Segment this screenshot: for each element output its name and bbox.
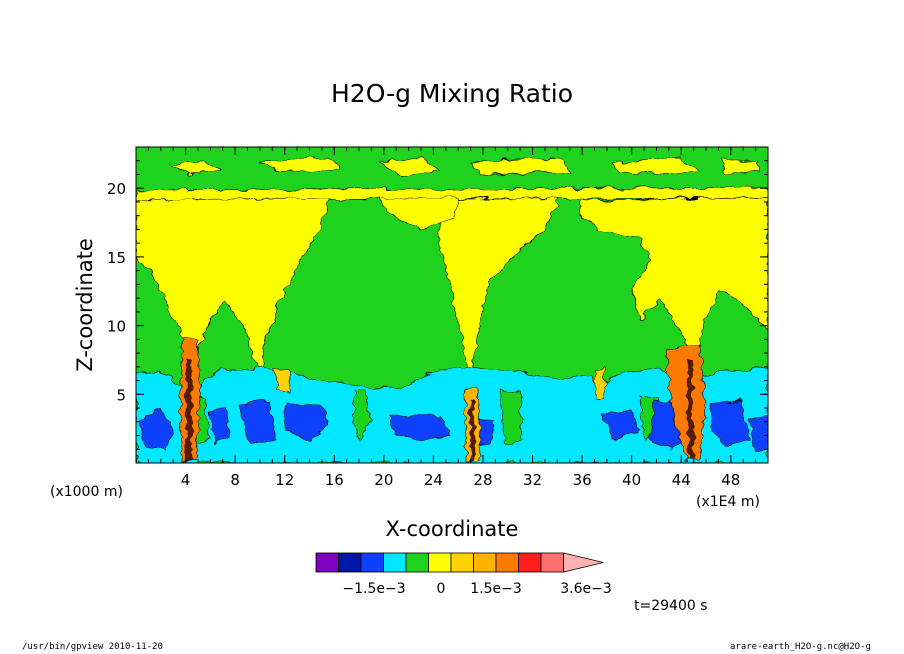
plot-frame <box>135 146 769 464</box>
colorbar-swatch <box>473 552 497 573</box>
x-tick-label: 4 <box>181 471 191 489</box>
colorbar-swatch <box>540 552 564 573</box>
x-tick-label: 32 <box>523 471 542 489</box>
y-axis: 5 10 15 20 <box>107 160 768 450</box>
green-patches <box>191 389 666 446</box>
y-tick-label: 5 <box>116 386 126 404</box>
x-unit-label: (x1E4 m) <box>696 494 760 510</box>
core-right <box>665 344 706 461</box>
colorbar <box>315 552 604 573</box>
cbar-label-neg: −1.5e−3 <box>342 581 405 597</box>
anvil-center-upper <box>379 197 461 229</box>
y-tick-label: 20 <box>107 180 126 198</box>
x-tick-label: 36 <box>573 471 592 489</box>
upper-yellow-strip <box>136 187 768 201</box>
anvil-left <box>136 197 331 381</box>
x-tick-label: 16 <box>325 471 344 489</box>
footer-left: /usr/bin/gpview 2010-11-20 <box>22 642 163 652</box>
boundary-layer-cyan <box>136 367 768 463</box>
cbar-label-max: 3.6e−3 <box>560 581 612 597</box>
colorbar-swatch <box>495 552 519 573</box>
time-label: t=29400 s <box>634 598 708 614</box>
x-tick-label: 8 <box>230 471 240 489</box>
x-tick-label: 20 <box>374 471 393 489</box>
cbar-label-pos: 1.5e−3 <box>470 581 522 597</box>
colorbar-swatch <box>315 552 339 573</box>
contour-field <box>136 147 768 463</box>
colorbar-arrow <box>563 552 604 573</box>
x-tick-label: 48 <box>721 471 740 489</box>
contour-regions <box>136 157 768 463</box>
small-yellow-blobs <box>274 367 607 401</box>
top-yellow-patches <box>169 157 761 177</box>
colorbar-swatch <box>518 552 542 573</box>
x-tick-label: 28 <box>473 471 492 489</box>
y-tick-label: 10 <box>107 318 126 336</box>
x-tick-label: 40 <box>622 471 641 489</box>
cbar-label-zero: 0 <box>437 581 446 597</box>
colorbar-swatch <box>383 552 407 573</box>
chart-title: H2O-g Mixing Ratio <box>331 79 573 108</box>
anvil-right <box>579 197 768 361</box>
x-axis-label: X-coordinate <box>386 517 519 541</box>
x-tick-label: 44 <box>672 471 691 489</box>
x-tick-label: 24 <box>424 471 443 489</box>
anvil-center <box>439 197 561 381</box>
y-tick-label: 15 <box>107 249 126 267</box>
x-tick-label: 12 <box>275 471 294 489</box>
colorbar-swatch <box>338 552 362 573</box>
x-axis: 4 8 12 16 20 24 28 32 36 40 44 48 <box>147 147 757 489</box>
colorbar-swatch <box>450 552 474 573</box>
colorbar-swatch <box>405 552 429 573</box>
colorbar-swatch <box>428 552 452 573</box>
y-unit-label: (x1000 m) <box>50 484 123 500</box>
footer-right: arare-earth_H2O-g.nc@H2O-g <box>730 642 871 652</box>
blue-patches <box>139 399 768 451</box>
y-axis-label: Z-coordinate <box>73 238 97 372</box>
colorbar-swatch <box>360 552 384 573</box>
